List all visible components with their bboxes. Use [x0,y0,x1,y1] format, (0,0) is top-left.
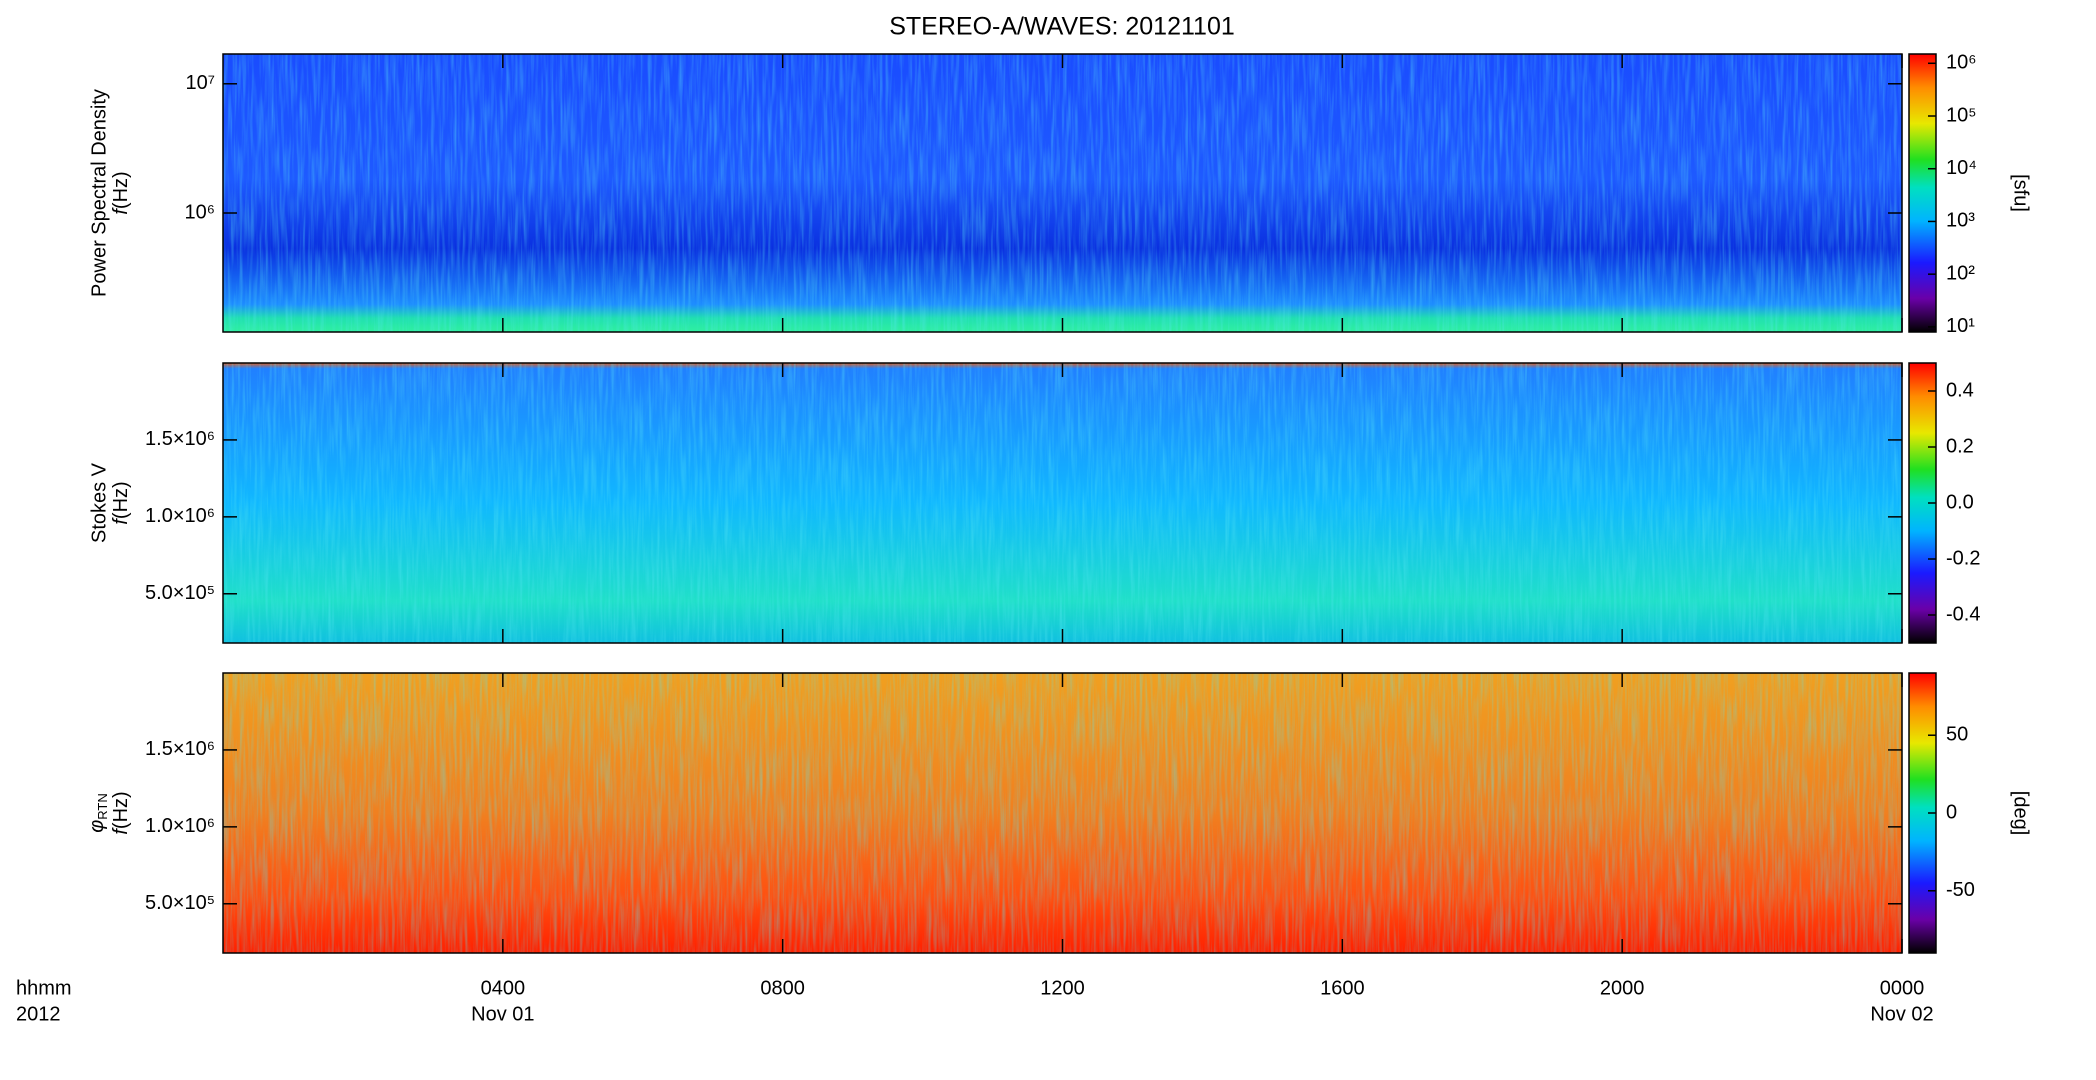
y-tick-label: 5.0×10⁵ [145,582,215,604]
colorbar-label: [sfu] [2010,174,2032,212]
x-tick-label: 1600 [1320,977,1365,999]
colorbar-tick-label: -50 [1946,879,1975,901]
x-axis-label: hhmm [16,977,72,999]
colorbar-tick-label: 0.4 [1946,379,1974,401]
x-tick-label: 0000 [1880,977,1925,999]
y-axis-label: Power Spectral Density f(Hz) [88,89,132,297]
y-label-subscript: RTN [95,793,110,819]
x-axis-year: 2012 [16,1003,61,1025]
spectrogram-texture [223,673,1902,953]
spectrogram-texture [223,54,1902,332]
colorbar-tick-label: 10² [1946,262,1975,284]
spectrogram-texture [223,363,1902,643]
x-date-label: Nov 01 [471,1003,534,1025]
chart-title: STEREO-A/WAVES: 20121101 [889,13,1235,41]
y-tick-label: 10⁶ [185,201,215,223]
colorbar-label: [deg] [2010,791,2032,835]
colorbar-tick-label: 0.2 [1946,435,1974,457]
y-label-symbol: f [110,207,132,215]
colorbar-tick-label: -0.4 [1946,603,1980,625]
y-label-unit-text: (Hz) [110,171,132,209]
y-label-unit-text: (Hz) [110,791,132,829]
colorbar-tick-label: 10³ [1946,210,1975,232]
y-tick-label: 1.0×10⁶ [145,815,215,837]
y-label-unit-text: (Hz) [110,481,132,519]
colorbar-tick-label: 10⁵ [1946,104,1977,126]
y-label-title: Stokes V [88,462,110,543]
colorbar-tick-label: 10¹ [1946,315,1975,337]
x-tick-label: 2000 [1600,977,1645,999]
y-label-unit: f(Hz) [110,171,132,214]
x-date-label: Nov 02 [1870,1003,1933,1025]
y-label-title: φRTN [86,793,110,833]
colorbar-tick-label: 0.0 [1946,491,1974,513]
x-tick-label: 1200 [1040,977,1085,999]
colorbar-tick-label: -0.2 [1946,547,1980,569]
y-label-symbol: f [110,517,132,525]
colorbar-tick-label: 10⁴ [1946,157,1977,179]
colorbar [1908,53,1937,333]
y-label-unit: f(Hz) [110,791,132,834]
x-tick-label: 0800 [760,977,805,999]
y-label-title: Power Spectral Density [88,89,110,297]
y-tick-label: 1.0×10⁶ [145,505,215,527]
y-tick-label: 10⁷ [186,72,215,94]
y-label-symbol: φ [86,820,108,833]
y-label-unit: f(Hz) [110,481,132,524]
y-tick-label: 5.0×10⁵ [145,892,215,914]
y-tick-label: 1.5×10⁶ [145,428,215,450]
colorbar-tick-label: 10⁶ [1946,52,1976,74]
x-tick-label: 0400 [481,977,526,999]
y-label-symbol: f [110,827,132,835]
y-tick-label: 1.5×10⁶ [145,738,215,760]
colorbar-tick-label: 0 [1946,801,1957,823]
colorbar-tick-label: 50 [1946,724,1968,746]
